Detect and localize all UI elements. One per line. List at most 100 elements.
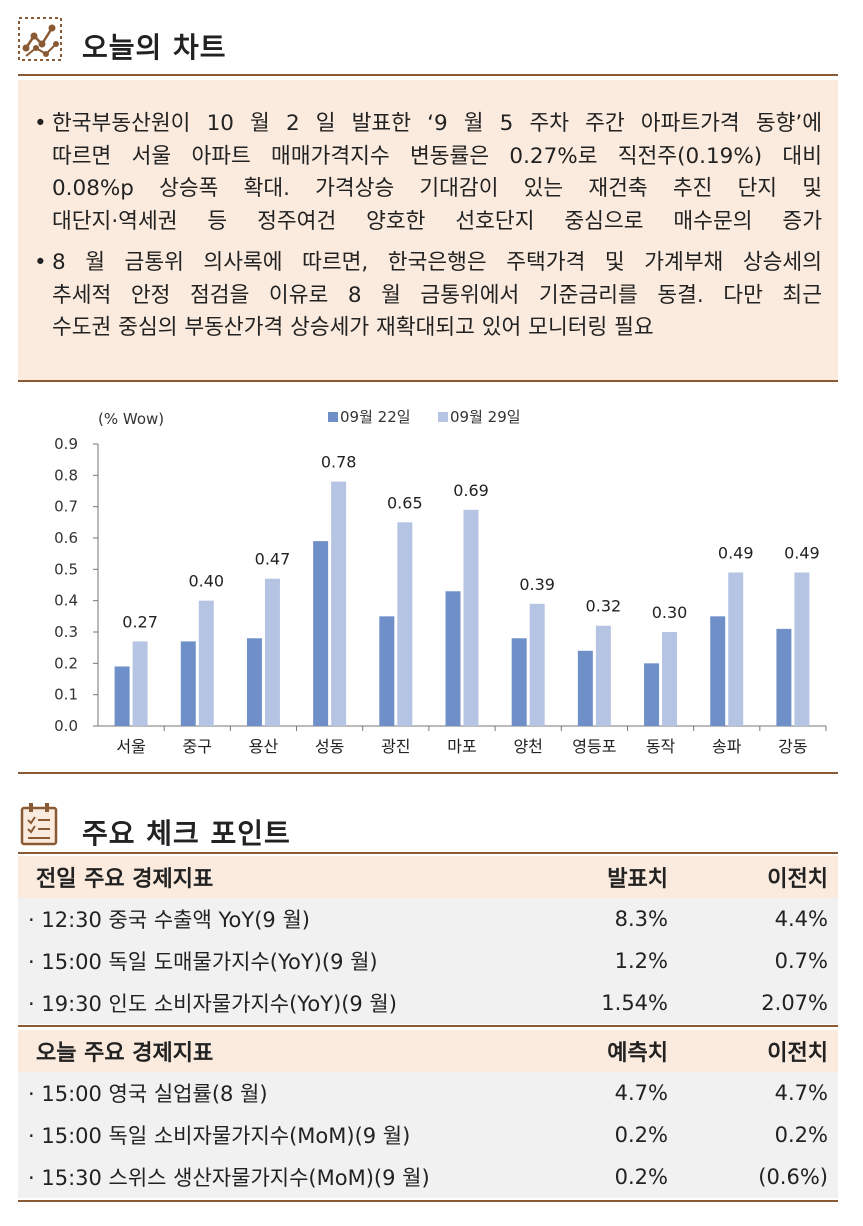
legend-swatch [438,412,448,422]
table-row: · 15:00 독일 소비자물가지수(MoM)(9 월) 0.2% 0.2% [18,1114,838,1156]
bar-sep29 [662,632,678,726]
x-tick-label: 성동 [315,737,344,756]
y-tick-label: 0.6 [54,529,78,547]
today-indicators-table: 오늘 주요 경제지표 예측치 이전치 · 15:00 영국 실업률(8 월) 4… [18,1030,838,1198]
data-label: 0.49 [718,543,754,562]
indicator-name: · 15:00 독일 소비자물가지수(MoM)(9 월) [18,1114,518,1156]
summary-box: • 한국부동산원이 10 월 2 일 발표한 ‘9 월 5 주차 주간 아파트가… [18,80,838,382]
data-label: 0.47 [255,550,291,569]
prev-indicators-table: 전일 주요 경제지표 발표치 이전치 · 12:30 중국 수출액 YoY(9 … [18,856,838,1024]
data-label: 0.32 [586,597,622,616]
table-row: · 12:30 중국 수출액 YoY(9 월) 8.3% 4.4% [18,898,838,940]
checklist-icon [20,803,58,846]
indicator-value: 1.54% [518,982,678,1024]
indicator-value: 4.7% [518,1072,678,1114]
bullet-line: 수도권 중심의 부동산가격 상승세가 재확대되고 있어 모니터링 필요 [52,315,654,340]
x-tick-label: 서울 [116,737,145,756]
data-label: 0.49 [784,543,820,562]
data-label: 0.78 [321,453,357,472]
y-tick-label: 0.8 [54,466,78,484]
indicator-prev: 4.7% [678,1072,838,1114]
y-tick-label: 0.9 [54,435,78,453]
bar-sep29 [595,625,611,726]
indicator-name: · 15:00 독일 도매물가지수(YoY)(9 월) [18,940,518,982]
section-rule [18,852,838,854]
section-header-checkpoints: 주요 체크 포인트 [18,800,838,860]
bullet-line: 0.08%p 상승폭 확대. 가격상승 기대감이 있는 재건축 추진 단지 및 [52,176,822,201]
indicator-prev: 0.2% [678,1114,838,1156]
section-title-chart: 오늘의 차트 [82,31,227,64]
table-header-title: 오늘 주요 경제지표 [18,1030,518,1072]
indicator-value: 0.2% [518,1156,678,1198]
x-tick-label: 양천 [513,737,542,756]
y-tick-label: 0.5 [54,560,78,578]
data-label: 0.39 [519,575,555,594]
bar-sep22 [776,628,792,726]
bar-sep22 [445,591,461,726]
summary-bullet-1: • 한국부동산원이 10 월 2 일 발표한 ‘9 월 5 주차 주간 아파트가… [34,108,822,238]
data-label: 0.27 [122,612,158,631]
y-tick-label: 0.7 [54,498,78,516]
indicator-value: 0.2% [518,1114,678,1156]
x-tick-label: 용산 [249,737,279,756]
table-header-row: 오늘 주요 경제지표 예측치 이전치 [18,1030,838,1072]
bar-sep22 [114,666,130,726]
bullet-line: 대단지·역세권 등 정주여건 양호한 선호단지 중심으로 매수문의 증가 [52,208,822,234]
network-chart-icon [18,17,62,61]
x-tick-label: 중구 [183,737,212,756]
bar-chart: (% Wow) 09월 22일 09월 29일 0.0 0.1 0.2 0.3 0.4 0.5 0… [18,392,838,772]
table-bottom-rule [18,1200,838,1202]
summary-bullet-2: • 8 월 금통위 의사록에 따르면, 한국은행은 주택가격 및 가계부채 상승… [34,247,822,345]
y-tick-label: 0.3 [54,623,78,641]
table-header-col1: 예측치 [518,1030,678,1072]
indicator-prev: 0.7% [678,940,838,982]
bar-sep22 [313,541,329,726]
x-tick-label: 강동 [778,737,807,756]
data-label: 0.65 [387,493,423,512]
section-header-chart: 오늘의 차트 [18,14,838,76]
indicator-prev: 4.4% [678,898,838,940]
table-row: · 15:00 독일 도매물가지수(YoY)(9 월) 1.2% 0.7% [18,940,838,982]
bar-sep29 [132,641,148,726]
bar-sep22 [511,638,527,726]
table-row: · 15:00 영국 실업률(8 월) 4.7% 4.7% [18,1072,838,1114]
data-label: 0.30 [652,603,688,622]
indicator-name: · 15:30 스위스 생산자물가지수(MoM)(9 월) [18,1156,518,1198]
bar-sep22 [710,616,726,726]
bullet-marker: • [34,111,47,136]
bar-sep22 [644,663,660,726]
bar-sep22 [379,616,395,726]
legend-label: 09월 22일 [340,408,411,426]
bar-sep22 [577,650,593,726]
table-header-row: 전일 주요 경제지표 발표치 이전치 [18,856,838,898]
bullet-marker: • [34,250,47,275]
y-axis-label: (% Wow) [98,410,164,428]
y-tick-label: 0.1 [54,686,78,704]
table-header-col1: 발표치 [518,856,678,898]
x-tick-label: 송파 [712,737,742,756]
indicator-value: 1.2% [518,940,678,982]
bar-sep29 [529,603,545,726]
indicator-prev: 2.07% [678,982,838,1024]
bar-sep29 [198,600,214,726]
table-header-col2: 이전치 [678,856,838,898]
x-tick-label: 마포 [447,737,476,756]
bar-sep29 [728,572,744,726]
indicator-name: · 15:00 영국 실업률(8 월) [18,1072,518,1114]
bar-sep29 [264,578,280,726]
bar-sep29 [397,522,413,726]
chart-bottom-rule [18,772,838,774]
indicator-prev: (0.6%) [678,1156,838,1198]
data-label: 0.69 [453,481,489,500]
indicator-name: · 12:30 중국 수출액 YoY(9 월) [18,898,518,940]
table-row: · 15:30 스위스 생산자물가지수(MoM)(9 월) 0.2% (0.6%… [18,1156,838,1198]
y-tick-label: 0.4 [54,592,78,610]
bullet-line: 한국부동산원이 10 월 2 일 발표한 ‘9 월 5 주차 주간 아파트가격 … [52,111,822,136]
table-row: · 19:30 인도 소비자물가지수(YoY)(9 월) 1.54% 2.07% [18,982,838,1024]
bar-sep22 [180,641,196,726]
indicator-value: 8.3% [518,898,678,940]
y-tick-label: 0.2 [54,654,78,672]
table-divider [18,1025,838,1027]
bullet-line: 따르면 서울 아파트 매매가격지수 변동률은 0.27%로 직전주(0.19%)… [52,143,822,169]
indicator-name: · 19:30 인도 소비자물가지수(YoY)(9 월) [18,982,518,1024]
